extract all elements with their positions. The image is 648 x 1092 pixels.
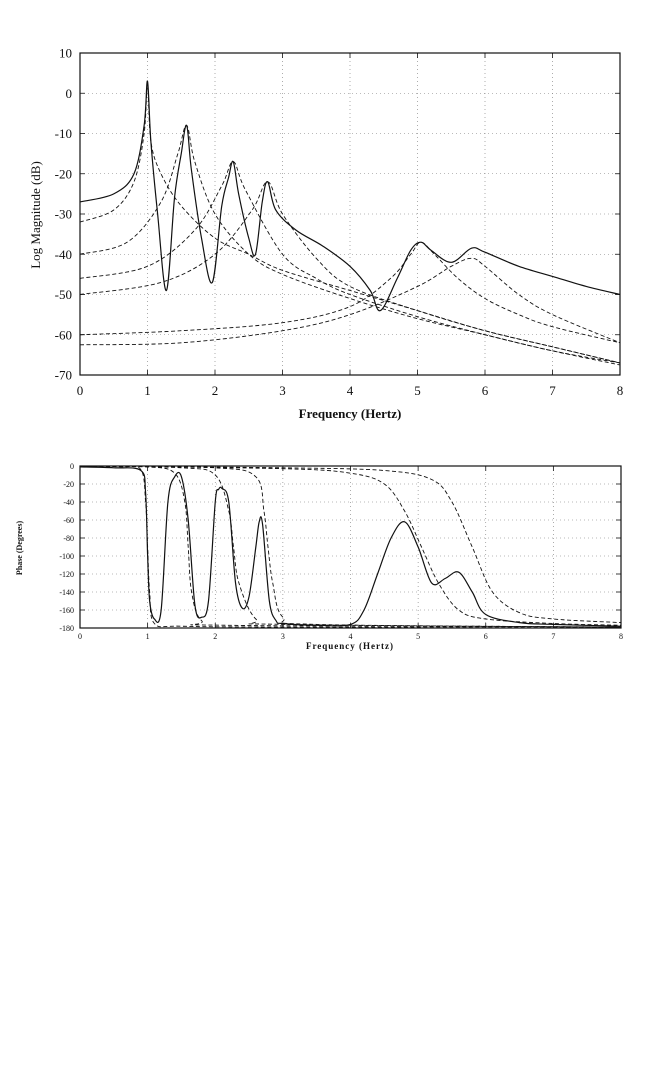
- magnitude-x-tick-label: 2: [212, 383, 219, 398]
- magnitude-x-tick-label: 7: [549, 383, 556, 398]
- phase-y-tick-label: -160: [59, 606, 74, 615]
- phase-y-tick-label: -100: [59, 552, 74, 561]
- phase-plot: Frequency (Hertz) Phase (Degrees) 0 1 2 3 4 5…: [15, 462, 623, 651]
- magnitude-plot: Frequency (Hertz) Log Magnitude (dB) 0 1 2…: [28, 46, 623, 421]
- magnitude-y-tick-label: 10: [59, 46, 72, 61]
- phase-series-mode-5: [80, 466, 621, 626]
- magnitude-x-tick-label: 8: [617, 383, 624, 398]
- phase-series-mode-1: [80, 466, 621, 628]
- phase-x-tick-label: 3: [281, 632, 285, 641]
- magnitude-y-axis-label: Log Magnitude (dB): [28, 161, 43, 269]
- phase-y-tick-label: -20: [63, 480, 74, 489]
- magnitude-y-tick-label: -70: [55, 368, 72, 383]
- magnitude-series-mode-3: [80, 161, 620, 366]
- magnitude-series-mode-5: [80, 241, 620, 344]
- phase-y-tick-label: -120: [59, 570, 74, 579]
- magnitude-x-tick-label: 5: [414, 383, 421, 398]
- phase-y-tick-label: -60: [63, 516, 74, 525]
- magnitude-y-tick-label: -10: [55, 126, 72, 141]
- phase-x-tick-label: 6: [484, 632, 488, 641]
- phase-series-mode-6: [80, 466, 621, 624]
- magnitude-x-axis-label: Frequency (Hertz): [299, 406, 402, 421]
- magnitude-y-tick-label: -40: [55, 247, 72, 262]
- phase-x-tick-label: 2: [213, 632, 217, 641]
- phase-y-axis-label: Phase (Degrees): [15, 521, 24, 576]
- magnitude-series-mode-6: [80, 257, 620, 346]
- magnitude-y-tick-label: -50: [55, 287, 72, 302]
- phase-x-tick-label: 0: [78, 632, 82, 641]
- phase-series-mode-2: [80, 466, 621, 628]
- phase-x-tick-label: 7: [551, 632, 555, 641]
- magnitude-y-tick-label: -60: [55, 327, 72, 342]
- magnitude-x-tick-label: 1: [144, 383, 151, 398]
- magnitude-series-total: [80, 80, 620, 312]
- phase-x-tick-label: 8: [619, 632, 623, 641]
- phase-x-tick-label: 4: [349, 632, 353, 641]
- magnitude-y-tick-label: -30: [55, 207, 72, 222]
- phase-y-tick-label: 0: [70, 462, 74, 471]
- phase-x-tick-label: 1: [146, 632, 150, 641]
- phase-series-mode-4: [80, 466, 621, 628]
- phase-y-tick-label: -180: [59, 624, 74, 633]
- magnitude-x-tick-label: 0: [77, 383, 84, 398]
- phase-y-tick-label: -140: [59, 588, 74, 597]
- magnitude-y-tick-label: 0: [66, 86, 73, 101]
- phase-x-tick-label: 5: [416, 632, 420, 641]
- magnitude-y-tick-label: -20: [55, 166, 72, 181]
- phase-y-tick-label: -80: [63, 534, 74, 543]
- magnitude-x-tick-label: 3: [279, 383, 286, 398]
- phase-y-tick-label: -40: [63, 498, 74, 507]
- magnitude-x-tick-label: 4: [347, 383, 354, 398]
- magnitude-series-mode-4: [80, 181, 620, 364]
- phase-series-total: [80, 466, 621, 627]
- magnitude-x-tick-label: 6: [482, 383, 489, 398]
- phase-x-axis-label: Frequency (Hertz): [306, 641, 394, 651]
